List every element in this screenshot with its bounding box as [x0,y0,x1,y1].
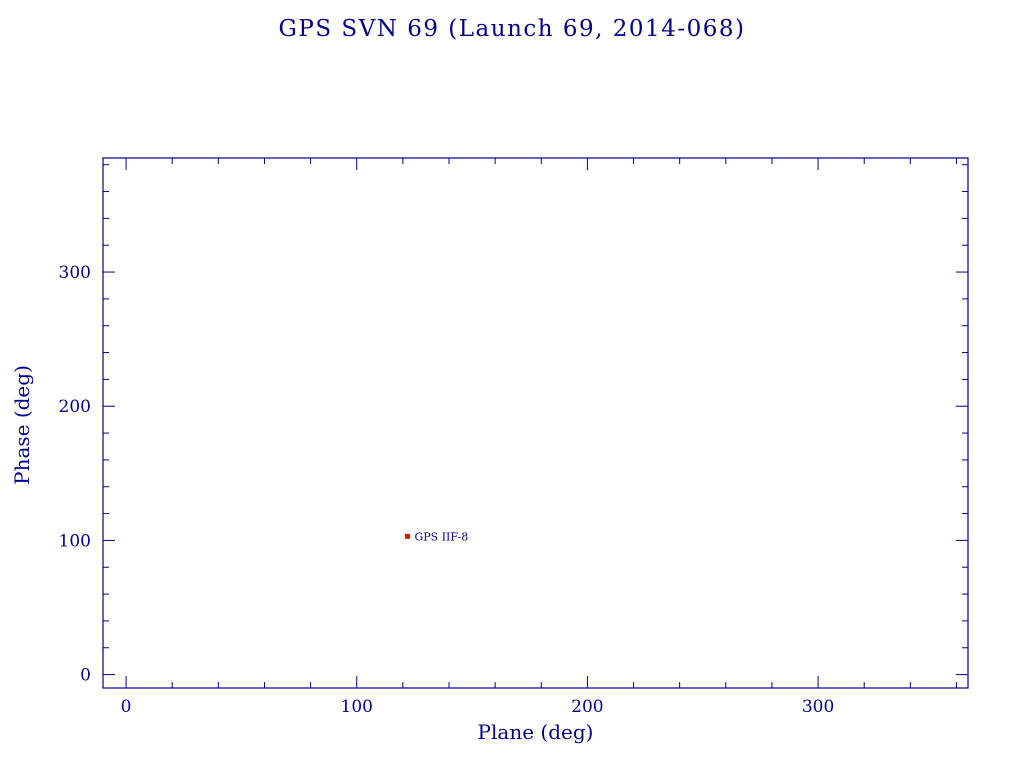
y-tick-label: 0 [80,666,91,686]
data-point-marker [404,533,410,539]
x-tick-label: 200 [571,697,603,717]
x-tick-label: 0 [121,697,132,717]
plot-frame [102,157,969,689]
x-axis-label: Plane (deg) [477,720,594,744]
x-tick-label: 100 [341,697,373,717]
y-tick-label: 200 [59,397,91,417]
chart-title: GPS SVN 69 (Launch 69, 2014-068) [278,16,746,42]
y-tick-label: 100 [59,531,91,551]
x-tick-label: 300 [802,697,834,717]
data-point-label: GPS IIF-8 [414,530,468,543]
y-tick-label: 300 [59,263,91,283]
